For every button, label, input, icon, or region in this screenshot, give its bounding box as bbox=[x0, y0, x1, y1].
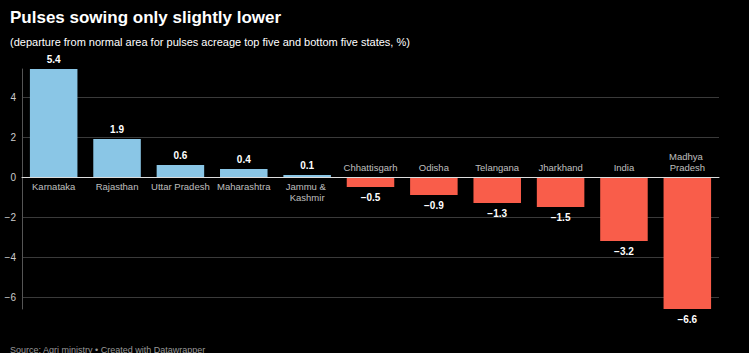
svg-text:India: India bbox=[614, 162, 635, 173]
svg-text:0.6: 0.6 bbox=[173, 150, 187, 161]
svg-text:Karnataka: Karnataka bbox=[32, 181, 76, 192]
svg-text:5.4: 5.4 bbox=[47, 54, 61, 65]
svg-text:(departure from normal area fo: (departure from normal area for pulses a… bbox=[10, 36, 410, 48]
svg-text:−1.5: −1.5 bbox=[551, 212, 571, 223]
svg-text:Pulses sowing only slightly lo: Pulses sowing only slightly lower bbox=[10, 8, 281, 27]
svg-text:0.1: 0.1 bbox=[300, 160, 314, 171]
svg-text:Telangana: Telangana bbox=[475, 162, 520, 173]
svg-text:Odisha: Odisha bbox=[419, 162, 450, 173]
svg-text:−6.6: −6.6 bbox=[677, 314, 697, 325]
svg-text:Chhattisgarh: Chhattisgarh bbox=[344, 162, 398, 173]
svg-text:Rajasthan: Rajasthan bbox=[96, 181, 139, 192]
svg-text:−4: −4 bbox=[5, 252, 17, 263]
svg-text:Kashmir: Kashmir bbox=[290, 192, 325, 203]
svg-text:−0.9: −0.9 bbox=[424, 200, 444, 211]
svg-text:0.4: 0.4 bbox=[237, 154, 251, 165]
svg-text:1.9: 1.9 bbox=[110, 124, 124, 135]
svg-text:−0.5: −0.5 bbox=[361, 192, 381, 203]
svg-text:−3.2: −3.2 bbox=[614, 246, 634, 257]
svg-text:2: 2 bbox=[10, 132, 16, 143]
svg-text:Madhya: Madhya bbox=[669, 151, 705, 162]
svg-text:Pradesh: Pradesh bbox=[670, 162, 705, 173]
svg-text:Maharashtra: Maharashtra bbox=[217, 181, 271, 192]
svg-text:Jammu &: Jammu & bbox=[286, 181, 329, 192]
svg-text:−1.3: −1.3 bbox=[487, 208, 507, 219]
svg-text:Source: Agri ministry • Create: Source: Agri ministry • Created with Dat… bbox=[10, 345, 205, 353]
svg-text:−6: −6 bbox=[5, 292, 17, 303]
svg-text:−2: −2 bbox=[5, 212, 17, 223]
svg-text:4: 4 bbox=[10, 92, 16, 103]
svg-text:Jharkhand: Jharkhand bbox=[538, 162, 582, 173]
svg-text:Uttar Pradesh: Uttar Pradesh bbox=[151, 181, 210, 192]
svg-text:0: 0 bbox=[10, 172, 16, 183]
